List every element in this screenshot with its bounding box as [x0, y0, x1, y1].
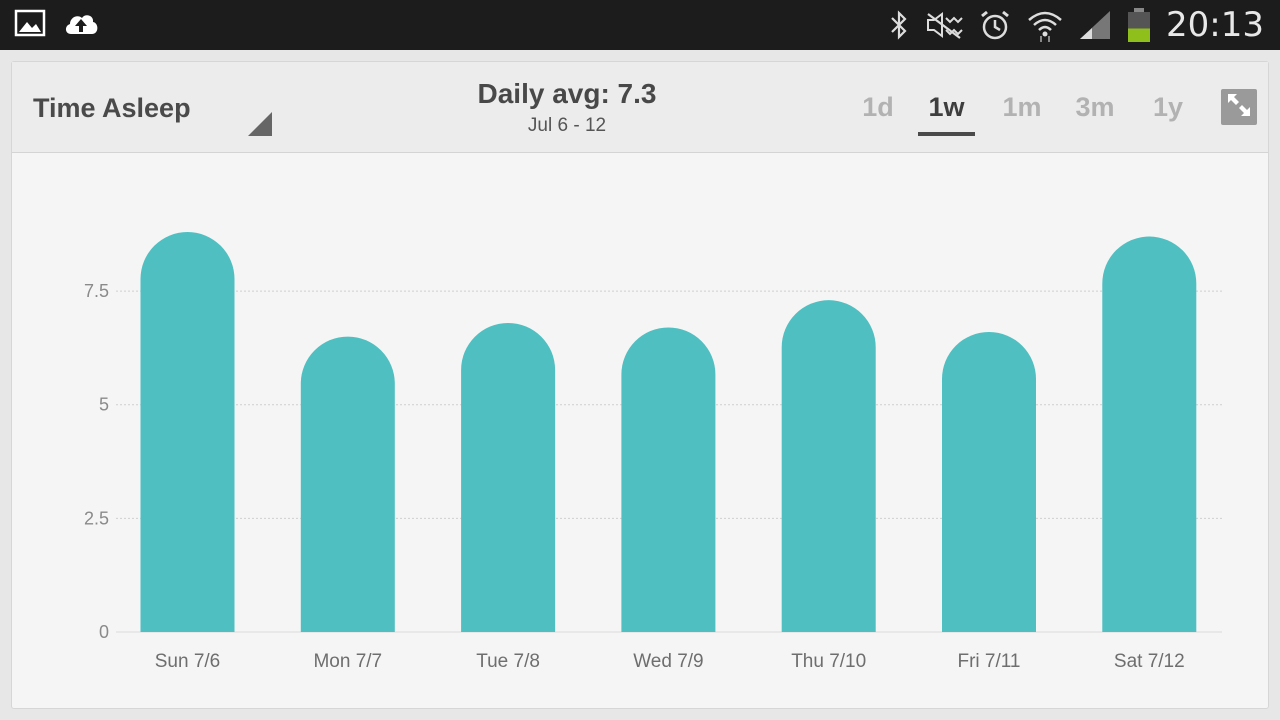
y-tick-label: 0 [99, 622, 109, 642]
tab-1m[interactable]: 1m [1002, 92, 1042, 122]
daily-average: Daily avg: 7.3 [477, 78, 657, 109]
tab-1w[interactable]: 1w [918, 92, 975, 136]
x-category-label: Mon 7/7 [313, 651, 382, 672]
metric-dropdown[interactable]: Time Asleep [12, 62, 282, 152]
bar[interactable] [781, 300, 876, 632]
tab-3m[interactable]: 3m [1075, 92, 1115, 122]
bluetooth-icon [888, 9, 910, 41]
chart-card: Time Asleep Daily avg: 7.3 Jul 6 - 12 1d… [11, 61, 1269, 709]
gallery-icon [14, 8, 46, 38]
category-labels: Sun 7/6 Mon 7/7 Tue 7/8 Wed 7/9 Thu 7/10 Fri … [155, 651, 1185, 672]
bar[interactable] [1102, 236, 1197, 632]
bar[interactable] [621, 327, 716, 632]
bar[interactable] [461, 322, 556, 632]
bar[interactable] [300, 336, 395, 632]
y-tick-label: 7.5 [84, 281, 109, 301]
wifi-icon [1026, 8, 1064, 42]
x-category-label: Sun 7/6 [155, 651, 221, 672]
bar-chart: 0 2.5 5 7.5 Sun 7/6 Mon 7/7 Tue 7/8 Wed 7/9 Thu… [84, 232, 1222, 672]
x-category-label: Fri 7/11 [957, 651, 1020, 672]
tab-underline [918, 132, 975, 136]
bar[interactable] [942, 332, 1036, 632]
mute-icon [924, 10, 964, 40]
bars [140, 232, 1197, 632]
collapse-arrows-icon [1223, 89, 1255, 126]
bar[interactable] [140, 232, 235, 632]
collapse-button[interactable] [1221, 89, 1257, 125]
y-tick-label: 5 [99, 395, 109, 415]
y-tick-label: 2.5 [84, 508, 109, 528]
x-category-label: Thu 7/10 [791, 651, 866, 672]
tab-1y[interactable]: 1y [1152, 92, 1184, 122]
metric-title: Time Asleep [33, 93, 191, 123]
clock: 20:13 [1166, 5, 1264, 45]
average-summary: Daily avg: 7.3 Jul 6 - 12 [432, 78, 702, 137]
status-bar: 20:13 [0, 0, 1280, 50]
x-category-label: Sat 7/12 [1114, 651, 1185, 672]
x-category-label: Wed 7/9 [633, 651, 703, 672]
date-range: Jul 6 - 12 [527, 115, 607, 136]
x-category-label: Tue 7/8 [476, 651, 540, 672]
alarm-icon [978, 8, 1012, 42]
chart-header: Time Asleep Daily avg: 7.3 Jul 6 - 12 1d… [12, 62, 1268, 153]
signal-icon [1078, 9, 1112, 41]
dropdown-caret-icon [248, 112, 272, 141]
tab-1d[interactable]: 1d [862, 92, 894, 122]
battery-icon [1126, 7, 1152, 43]
cloud-upload-icon [62, 8, 100, 38]
